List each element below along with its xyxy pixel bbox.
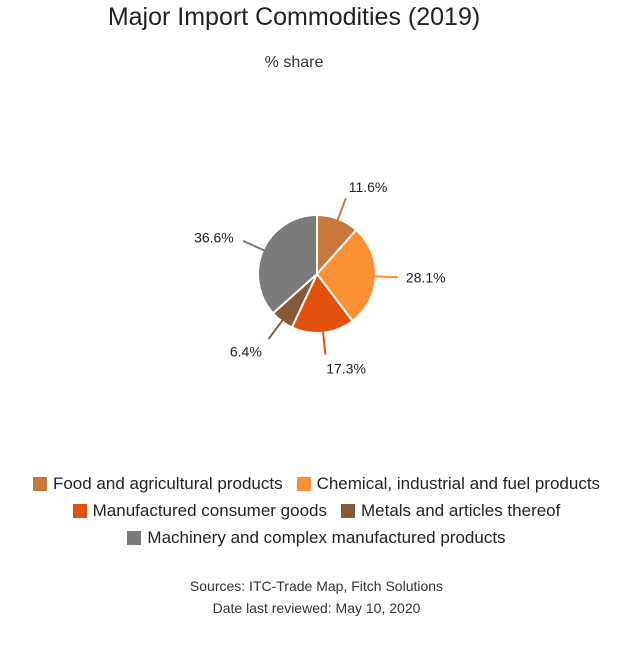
legend-swatch (296, 476, 311, 491)
data-label-chemical: 28.1% (406, 270, 446, 286)
chart-title: Major Import Commodities (2019) (107, 3, 481, 31)
legend-item-food[interactable]: Food and agricultural products (32, 473, 283, 494)
data-label-consumer-goods: 17.3% (326, 361, 366, 377)
legend-label: Food and agricultural products (52, 473, 283, 493)
legend-swatch (32, 476, 47, 491)
legend-label: Chemical, industrial and fuel products (316, 473, 601, 493)
legend-item-metals[interactable]: Metals and articles thereof (340, 500, 561, 521)
leader-line-consumer-goods (321, 330, 327, 355)
reviewed-date-text: Date last reviewed: May 10, 2020 (212, 600, 421, 616)
legend-label: Machinery and complex manufactured produ… (147, 527, 506, 547)
data-label-food: 11.6% (349, 179, 388, 195)
sources-text: Sources: ITC-Trade Map, Fitch Solutions (189, 578, 444, 594)
legend-item-consumer-goods[interactable]: Manufactured consumer goods (72, 500, 327, 521)
leader-line-food (336, 197, 347, 222)
legend-label: Metals and articles thereof (360, 500, 561, 520)
legend-swatch (127, 530, 142, 545)
legend: Food and agricultural products Chemical,… (0, 470, 633, 551)
legend-item-chemical[interactable]: Chemical, industrial and fuel products (296, 473, 601, 494)
legend-label: Manufactured consumer goods (92, 500, 327, 520)
leader-line-chemical (373, 275, 398, 279)
chart-subtitle: % share (264, 54, 324, 71)
leader-line-metals (267, 319, 284, 340)
legend-item-machinery[interactable]: Machinery and complex manufactured produ… (127, 527, 506, 548)
data-label-metals: 6.4% (230, 343, 262, 359)
data-label-machinery: 36.6% (194, 230, 234, 246)
legend-swatch (340, 503, 355, 518)
legend-swatch (72, 503, 87, 518)
source-note: Sources: ITC-Trade Map, Fitch Solutions … (0, 575, 633, 619)
leader-line-machinery (242, 239, 266, 252)
